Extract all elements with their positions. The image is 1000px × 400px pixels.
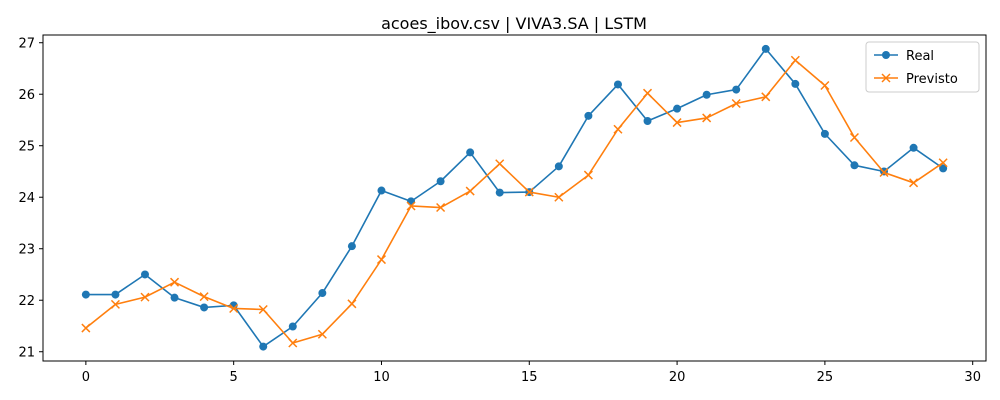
y-tick-label: 23 — [18, 243, 35, 258]
data-point-previsto — [583, 170, 593, 180]
data-point-real — [909, 143, 918, 152]
data-point-previsto — [702, 113, 712, 123]
data-point-real — [288, 322, 297, 331]
chart-title: acoes_ibov.csv | VIVA3.SA | LSTM — [381, 14, 647, 34]
data-point-previsto — [849, 132, 859, 143]
data-point-previsto — [110, 299, 120, 309]
x-tick-label: 0 — [82, 370, 90, 385]
data-point-real — [850, 161, 859, 170]
data-point-real — [140, 270, 149, 279]
data-point-previsto — [258, 304, 268, 315]
data-point-previsto — [317, 329, 327, 339]
data-point-previsto — [524, 187, 534, 197]
data-point-real — [820, 129, 829, 138]
data-point-previsto — [81, 323, 91, 333]
legend-label-real: Real — [906, 49, 934, 64]
series-line-previsto — [85, 59, 944, 344]
data-point-real — [111, 290, 120, 299]
y-tick-label: 21 — [18, 346, 35, 361]
data-point-real — [170, 293, 179, 302]
data-point-real — [377, 186, 386, 195]
x-tick-label: 30 — [964, 370, 981, 385]
data-point-previsto — [731, 98, 741, 109]
y-tick-label: 25 — [18, 140, 35, 155]
data-point-real — [495, 188, 504, 197]
data-point-previsto — [938, 158, 948, 168]
data-point-real — [466, 148, 475, 157]
data-point-previsto — [672, 118, 682, 128]
data-point-previsto — [288, 338, 298, 348]
data-point-real — [81, 290, 90, 299]
data-point-previsto — [170, 277, 180, 287]
x-tick-label: 20 — [669, 370, 686, 385]
data-point-previsto — [140, 292, 150, 302]
data-point-previsto — [347, 299, 357, 309]
data-point-previsto — [554, 192, 564, 202]
data-point-previsto — [642, 88, 653, 98]
data-point-real — [791, 79, 800, 88]
axes-frame — [42, 34, 987, 362]
y-tick-label: 27 — [18, 37, 35, 52]
data-point-previsto — [376, 255, 387, 265]
data-point-real — [347, 242, 356, 251]
data-point-previsto — [229, 303, 239, 313]
x-tick-label: 25 — [817, 370, 834, 385]
legend: Real Previsto — [865, 41, 980, 93]
data-point-real — [436, 177, 445, 186]
data-point-real — [673, 104, 682, 113]
data-point-real — [613, 80, 622, 89]
y-tick-label: 26 — [18, 88, 35, 103]
data-point-previsto — [465, 186, 475, 196]
data-point-real — [259, 342, 268, 351]
data-point-previsto — [199, 292, 209, 302]
legend-real-marker — [882, 51, 890, 59]
data-point-real — [643, 117, 652, 126]
data-point-previsto — [820, 80, 830, 91]
x-tick-label: 5 — [230, 370, 238, 385]
x-tick-label: 15 — [521, 370, 538, 385]
plot-area: 0 5 10 15 20 25 30 21 22 23 24 25 26 27 — [18, 37, 981, 385]
y-tick-label: 22 — [18, 294, 35, 309]
x-tick-label: 10 — [373, 370, 390, 385]
data-point-previsto — [879, 167, 889, 178]
data-point-previsto — [761, 92, 771, 102]
legend-label-previsto: Previsto — [906, 72, 958, 87]
data-point-real — [732, 85, 741, 94]
data-point-real — [939, 164, 948, 173]
data-point-real — [200, 303, 209, 312]
data-point-previsto — [406, 201, 416, 211]
legend-previsto-marker — [881, 73, 891, 83]
data-point-previsto — [495, 159, 505, 169]
data-point-real — [761, 44, 770, 53]
data-point-previsto — [436, 202, 446, 213]
data-point-real — [702, 90, 711, 99]
data-point-previsto — [790, 55, 800, 65]
data-point-previsto — [613, 124, 623, 134]
data-point-real — [318, 289, 327, 298]
data-point-real — [584, 111, 593, 120]
data-point-real — [554, 162, 563, 171]
data-point-previsto — [909, 178, 919, 188]
y-tick-label: 24 — [18, 191, 35, 206]
